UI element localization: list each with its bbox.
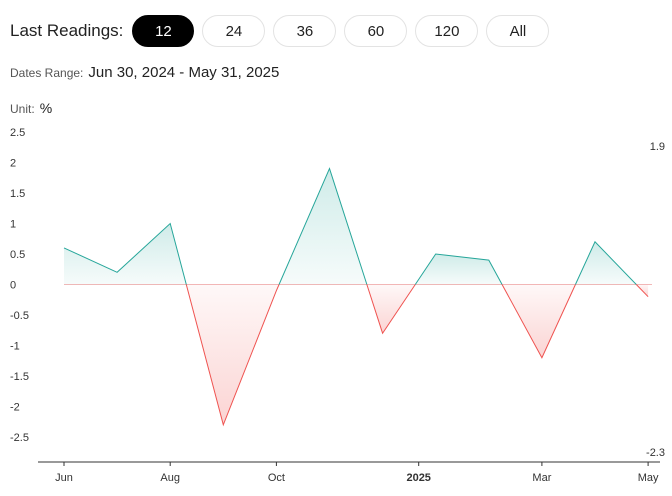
readings-36-button[interactable]: 36 bbox=[273, 15, 337, 47]
data-point-3 bbox=[221, 423, 225, 427]
data-point-7 bbox=[434, 252, 438, 256]
data-point-8 bbox=[487, 258, 491, 262]
area-segment-5 bbox=[502, 284, 576, 358]
x-tick-label: May bbox=[638, 472, 659, 484]
y-tick-label: 0 bbox=[10, 280, 16, 292]
readings-120-button[interactable]: 120 bbox=[415, 15, 479, 47]
y-tick-label: -1 bbox=[10, 341, 20, 353]
x-tick-label: Mar bbox=[532, 472, 551, 484]
area-segment-1 bbox=[186, 284, 280, 425]
data-point-0 bbox=[62, 246, 66, 250]
line-segment-3 bbox=[366, 284, 416, 335]
data-point-1 bbox=[115, 270, 119, 274]
line-segment-4 bbox=[414, 253, 503, 285]
line-segment-1 bbox=[185, 284, 280, 427]
data-point-6 bbox=[381, 331, 385, 335]
data-point-10 bbox=[593, 240, 597, 244]
max-value-label: 1.9 bbox=[650, 141, 665, 153]
data-point-9 bbox=[540, 356, 544, 360]
dates-range-value: Jun 30, 2024 - May 31, 2025 bbox=[88, 64, 280, 81]
data-point-4 bbox=[274, 289, 278, 293]
area-segment-2 bbox=[279, 168, 367, 285]
area-segment-6 bbox=[575, 241, 637, 285]
x-tick-label: 2025 bbox=[406, 472, 430, 484]
unit-value: % bbox=[39, 100, 53, 116]
unit-info: Unit: % bbox=[10, 100, 52, 116]
line-segment-5 bbox=[501, 284, 576, 359]
dates-range-label: Dates Range: bbox=[10, 66, 84, 80]
dates-range: Dates Range: Jun 30, 2024 - May 31, 2025 bbox=[10, 64, 279, 81]
line-segment-7 bbox=[635, 284, 649, 298]
y-tick-label: -2 bbox=[10, 402, 20, 414]
y-tick-label: -1.5 bbox=[10, 371, 29, 383]
data-point-2 bbox=[168, 222, 172, 226]
x-tick-label: Jun bbox=[55, 472, 73, 484]
x-tick-label: Oct bbox=[268, 472, 285, 484]
y-tick-label: 0.5 bbox=[10, 249, 25, 261]
y-tick-label: 2 bbox=[10, 158, 16, 170]
data-point-5 bbox=[328, 167, 332, 171]
readings-12-button[interactable]: 12 bbox=[132, 15, 195, 47]
data-point-11 bbox=[646, 295, 650, 299]
line-segment-6 bbox=[574, 240, 637, 285]
x-tick-label: Aug bbox=[160, 472, 180, 484]
y-tick-label: -0.5 bbox=[10, 310, 29, 322]
min-value-label: -2.3 bbox=[646, 447, 665, 459]
y-tick-label: -2.5 bbox=[10, 432, 29, 444]
readings-60-button[interactable]: 60 bbox=[344, 15, 408, 47]
line-segment-2 bbox=[278, 167, 368, 285]
y-tick-label: 2.5 bbox=[10, 127, 25, 139]
line-segment-0 bbox=[63, 222, 187, 285]
area-segment-0 bbox=[64, 223, 187, 285]
readings-bar: Last Readings: 12 24 36 60 120 All bbox=[0, 14, 672, 48]
readings-24-button[interactable]: 24 bbox=[202, 15, 266, 47]
readings-all-button[interactable]: All bbox=[486, 15, 550, 47]
area-segment-3 bbox=[366, 284, 416, 334]
unit-label: Unit: bbox=[10, 102, 35, 116]
readings-label: Last Readings: bbox=[10, 21, 124, 40]
area-segment-4 bbox=[415, 254, 503, 285]
y-tick-label: 1.5 bbox=[10, 188, 25, 200]
y-tick-label: 1 bbox=[10, 219, 16, 231]
